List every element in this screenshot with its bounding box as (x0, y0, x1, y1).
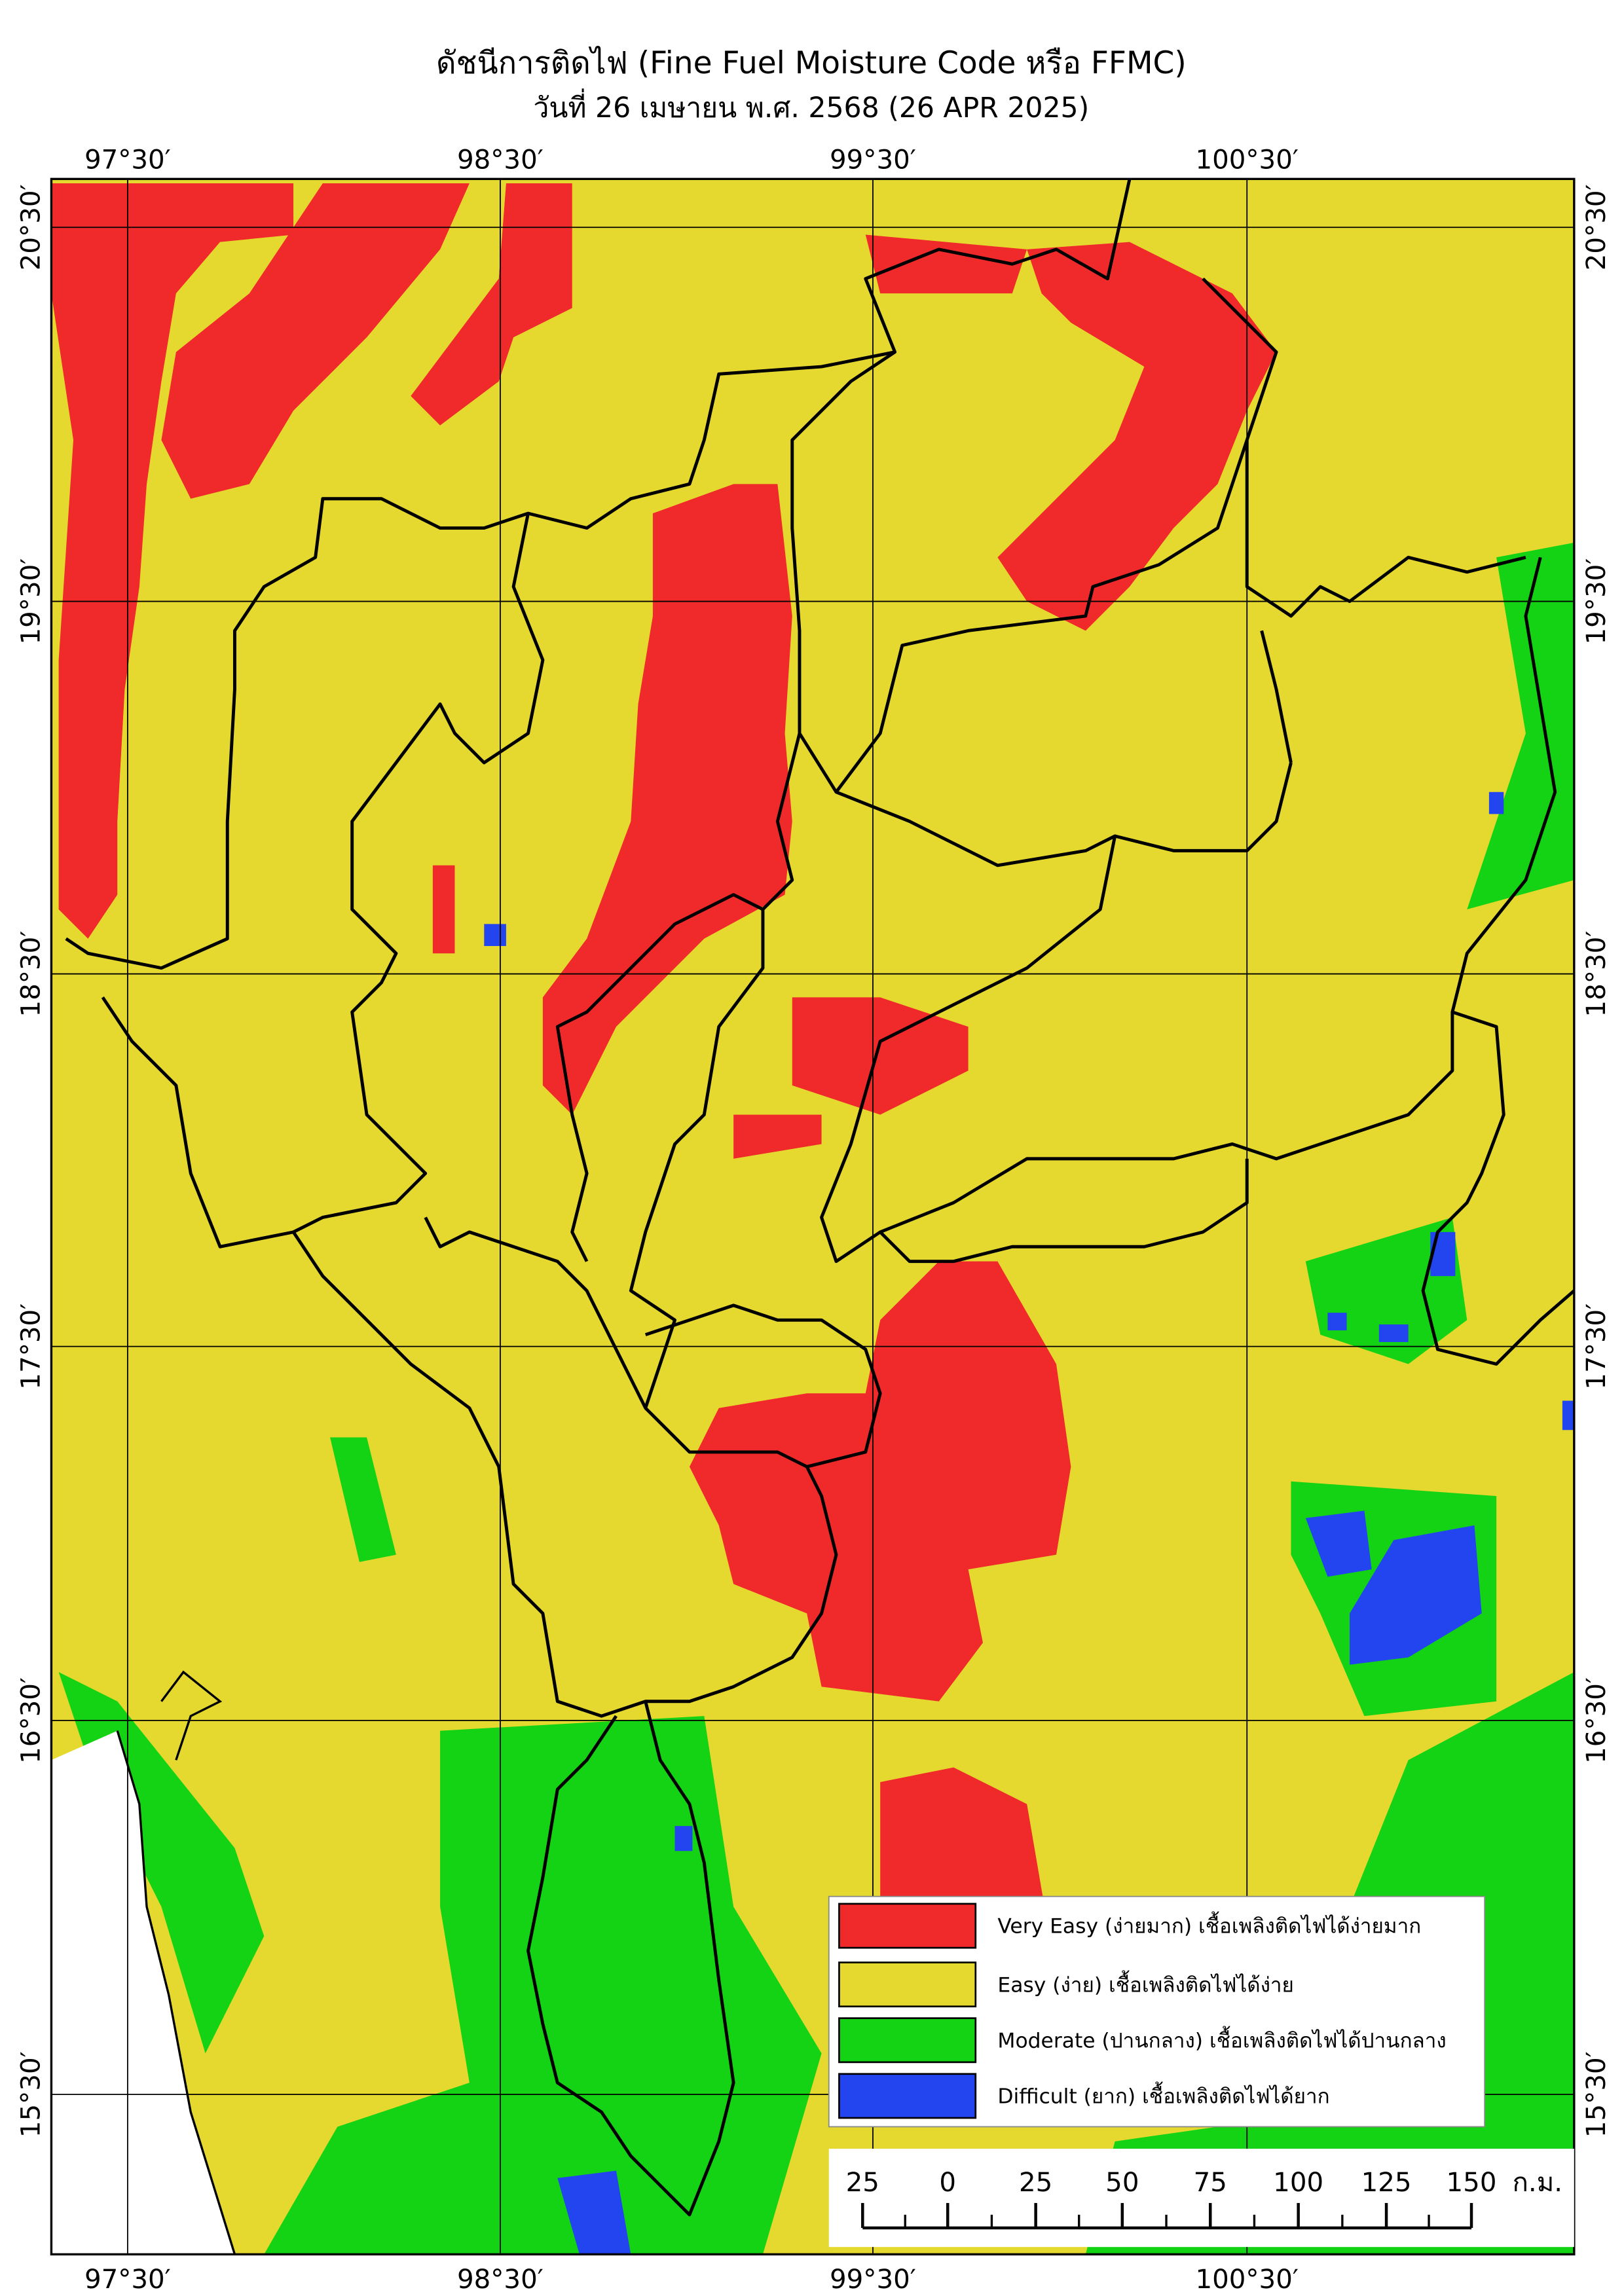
scale-bar: 25 0 25 50 75 100 125 150 ก.ม. (828, 2149, 1574, 2248)
longitude-label-top: 98°30′ (457, 145, 544, 175)
title: ดัชนีการติดไฟ (Fine Fuel Moisture Code ห… (436, 45, 1187, 81)
map-raster (51, 179, 1574, 2255)
legend-label: Easy (ง่าย) เชื้อเพลิงติดไฟได้ง่าย (997, 1969, 1294, 1997)
latitude-label-right: 17°30′ (1581, 1303, 1612, 1390)
province-borders (65, 179, 1574, 2217)
longitude-label-bottom: 98°30′ (457, 2264, 544, 2295)
very-easy-areas (51, 183, 1277, 1907)
scale-label: 25 (846, 2167, 879, 2198)
longitude-label-bottom: 99°30′ (830, 2264, 916, 2295)
sea (51, 1730, 235, 2255)
scale-label: 50 (1105, 2167, 1139, 2198)
legend-swatch (838, 1903, 977, 1949)
scale-label: 0 (939, 2167, 956, 2198)
legend-swatch (838, 2073, 977, 2119)
longitude-label-top: 100°30′ (1195, 145, 1299, 175)
latitude-label-right: 18°30′ (1581, 931, 1612, 1017)
legend-swatch (838, 2017, 977, 2064)
latitude-label-left: 16°30′ (15, 1677, 46, 1764)
scale-label: 75 (1194, 2167, 1227, 2198)
longitude-label-bottom: 97°30′ (84, 2264, 171, 2295)
scale-label: 150 (1447, 2167, 1497, 2198)
legend-swatch (838, 1961, 977, 2008)
latitude-label-left: 20°30′ (15, 184, 46, 270)
legend: Very Easy (ง่ายมาก) เชื้อเพลิงติดไฟได้ง่… (828, 1895, 1486, 2128)
longitude-label-top: 99°30′ (830, 145, 916, 175)
legend-label: Difficult (ยาก) เชื้อเพลิงติดไฟได้ยาก (997, 2081, 1329, 2109)
latitude-label-right: 15°30′ (1581, 2051, 1612, 2138)
scale-unit: ก.ม. (1513, 2167, 1563, 2198)
latitude-label-left: 19°30′ (15, 558, 46, 645)
latitude-label-left: 17°30′ (15, 1303, 46, 1390)
legend-label: Moderate (ปานกลาง) เชื้อเพลิงติดไฟได้ปาน… (997, 2025, 1446, 2052)
graticule: 97°30′ 97°30′ 98°30′ 98°30′ 99°30′ 99°30′ 100°… (15, 145, 1611, 2295)
latitude-label-right: 19°30′ (1581, 558, 1612, 645)
scale-label: 100 (1273, 2167, 1323, 2198)
subtitle: วันที่ 26 เมษายน พ.ศ. 2568 (26 APR 2025) (534, 88, 1090, 124)
latitude-label-right: 16°30′ (1581, 1677, 1612, 1764)
scale-label: 25 (1019, 2167, 1052, 2198)
latitude-label-left: 15°30′ (15, 2051, 46, 2138)
longitude-label-bottom: 100°30′ (1195, 2264, 1299, 2295)
latitude-label-left: 18°30′ (15, 931, 46, 1017)
legend-label: Very Easy (ง่ายมาก) เชื้อเพลิงติดไฟได้ง่… (997, 1911, 1421, 1939)
latitude-label-right: 20°30′ (1581, 184, 1612, 270)
scale-label: 125 (1361, 2167, 1412, 2198)
map-frame (50, 177, 1576, 2256)
scale-box (828, 2149, 1574, 2248)
longitude-label-top: 97°30′ (84, 145, 171, 175)
coastline (116, 1670, 236, 2255)
